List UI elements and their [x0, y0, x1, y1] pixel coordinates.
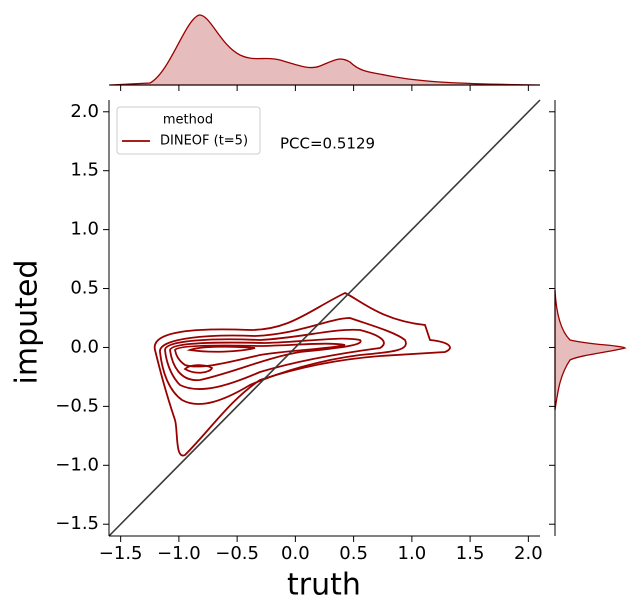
y-axis-label: imputed [10, 260, 45, 385]
kde-contours [154, 292, 451, 457]
contour [169, 337, 362, 381]
identity-line [108, 99, 541, 537]
right-marginal-density [554, 289, 627, 411]
contour [159, 317, 407, 405]
legend-box [116, 106, 261, 155]
y-tick-label: −1.5 [55, 513, 99, 534]
contour [174, 342, 346, 368]
top-marginal-density [109, 14, 541, 86]
contour [154, 292, 451, 457]
x-tick-label: 2.0 [514, 543, 543, 564]
x-tick-label: −1.5 [99, 543, 143, 564]
y-tick-label: −1.0 [55, 454, 99, 475]
x-tick-label: 1.0 [398, 543, 427, 564]
contour [164, 328, 385, 390]
y-tick-label: 1.5 [70, 160, 99, 181]
legend-title: method [163, 113, 213, 128]
y-tick-label: 1.0 [70, 219, 99, 240]
x-tick-label: −1.0 [157, 543, 201, 564]
contour [186, 345, 256, 353]
y-tick-label: 0.0 [70, 336, 99, 357]
annotation: PCC=0.5129 [280, 135, 375, 153]
y-tick-label: −0.5 [55, 395, 99, 416]
y-tick-label: 2.0 [70, 101, 99, 122]
x-tick-label: 0.0 [281, 543, 310, 564]
x-axis-label: truth [287, 568, 361, 603]
x-tick-label: −0.5 [215, 543, 259, 564]
legend-label: DINEOF (t=5) [160, 134, 248, 149]
y-tick-label: 0.5 [70, 278, 99, 299]
x-tick-label: 1.5 [456, 543, 485, 564]
x-tick-label: 0.5 [339, 543, 368, 564]
contour [183, 364, 214, 374]
